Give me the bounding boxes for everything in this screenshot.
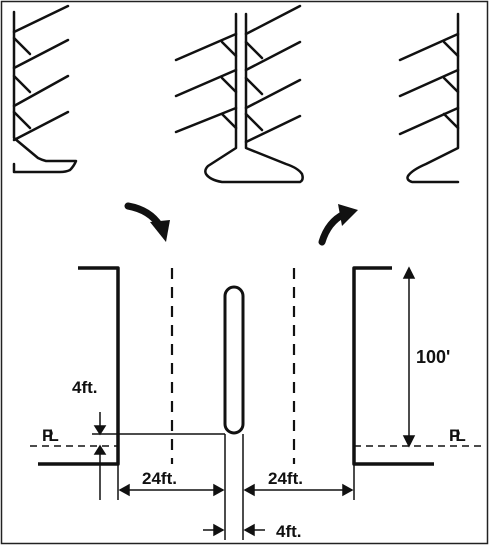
median-width-label: 4ft. (276, 522, 302, 541)
right-curb (352, 266, 434, 466)
median-width-dimension (203, 523, 265, 537)
offset-dimension-left (93, 412, 107, 500)
curved-arrow-down-right-icon (124, 202, 170, 242)
lane-width-label-right: 24ft. (268, 469, 303, 488)
taper-length-dimension (402, 266, 416, 448)
lane-width-dimension-left (118, 483, 225, 497)
center-median (223, 285, 245, 435)
parking-stalls-center (174, 4, 304, 184)
lane-width-dimension-right (243, 483, 354, 497)
stall-island-right (406, 12, 460, 184)
taper-length-label: 100' (416, 347, 450, 367)
stall-island-center (204, 12, 304, 184)
stall-island-left (12, 10, 78, 174)
left-curb (38, 266, 120, 466)
parking-stalls-left (12, 4, 78, 174)
offset-label: 4ft. (72, 378, 98, 397)
curved-arrow-up-right-icon (318, 204, 358, 246)
lane-width-label-left: 24ft. (142, 469, 177, 488)
parking-stalls-right (398, 12, 460, 184)
